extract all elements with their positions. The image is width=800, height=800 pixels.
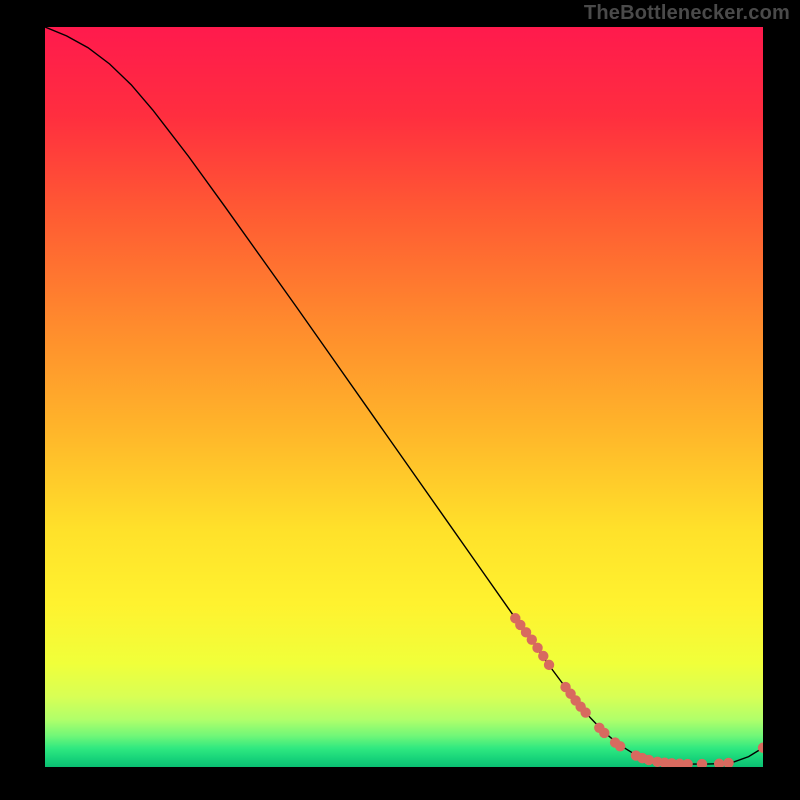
data-marker [644,755,654,765]
gradient-background [45,27,763,767]
attribution-text: TheBottlenecker.com [584,2,790,25]
data-marker [599,728,609,738]
plot-area [45,27,763,767]
data-marker [615,741,625,751]
data-marker [544,660,554,670]
data-marker [580,707,590,717]
data-marker [538,651,548,661]
plot-svg [45,27,763,767]
chart-stage: TheBottlenecker.com [0,0,800,800]
